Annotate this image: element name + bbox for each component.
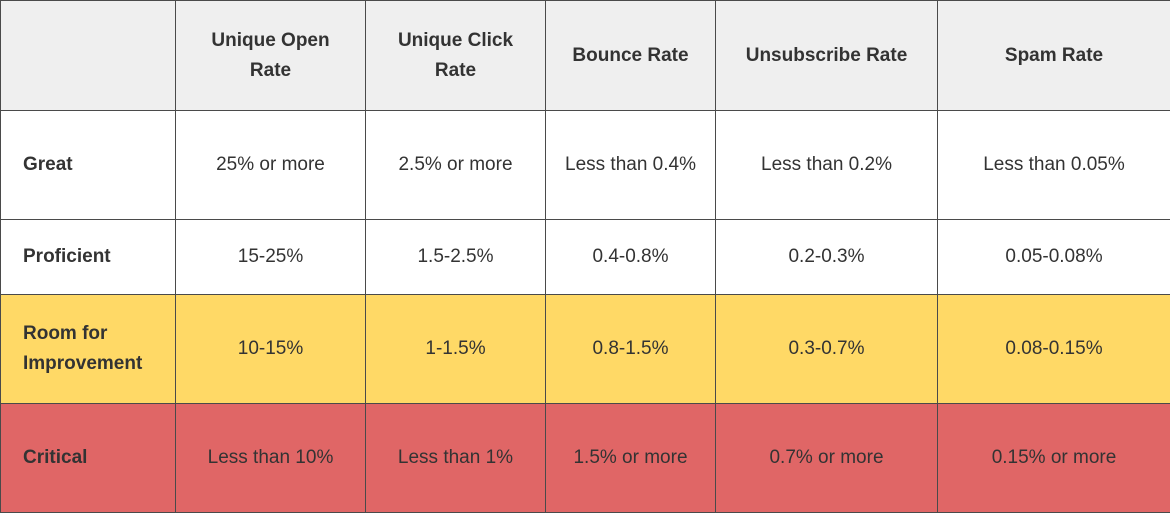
row-label-great: Great — [0, 110, 176, 220]
cell-room-bounce-rate: 0.8-1.5% — [545, 294, 716, 404]
cell-proficient-unsubscribe-rate: 0.2-0.3% — [715, 219, 938, 295]
cell-great-unique-click-rate: 2.5% or more — [365, 110, 546, 220]
header-bounce-rate: Bounce Rate — [545, 0, 716, 111]
cell-room-unique-open-rate: 10-15% — [175, 294, 366, 404]
table-row-room-for-improvement: Room for Improvement 10-15% 1-1.5% 0.8-1… — [0, 294, 1170, 404]
cell-great-unsubscribe-rate: Less than 0.2% — [715, 110, 938, 220]
table-row-critical: Critical Less than 10% Less than 1% 1.5%… — [0, 403, 1170, 513]
cell-critical-bounce-rate: 1.5% or more — [545, 403, 716, 513]
row-label-critical: Critical — [0, 403, 176, 513]
cell-proficient-bounce-rate: 0.4-0.8% — [545, 219, 716, 295]
cell-critical-spam-rate: 0.15% or more — [937, 403, 1170, 513]
header-unique-click-rate: Unique Click Rate — [365, 0, 546, 111]
cell-proficient-spam-rate: 0.05-0.08% — [937, 219, 1170, 295]
cell-room-spam-rate: 0.08-0.15% — [937, 294, 1170, 404]
cell-critical-unique-click-rate: Less than 1% — [365, 403, 546, 513]
row-label-room-for-improvement: Room for Improvement — [0, 294, 176, 404]
cell-great-spam-rate: Less than 0.05% — [937, 110, 1170, 220]
table-row-proficient: Proficient 15-25% 1.5-2.5% 0.4-0.8% 0.2-… — [0, 219, 1170, 295]
cell-great-bounce-rate: Less than 0.4% — [545, 110, 716, 220]
header-row: Unique Open Rate Unique Click Rate Bounc… — [0, 0, 1170, 111]
cell-great-unique-open-rate: 25% or more — [175, 110, 366, 220]
cell-room-unsubscribe-rate: 0.3-0.7% — [715, 294, 938, 404]
header-spam-rate: Spam Rate — [937, 0, 1170, 111]
table-row-great: Great 25% or more 2.5% or more Less than… — [0, 110, 1170, 220]
cell-critical-unique-open-rate: Less than 10% — [175, 403, 366, 513]
row-label-proficient: Proficient — [0, 219, 176, 295]
header-unique-open-rate: Unique Open Rate — [175, 0, 366, 111]
cell-proficient-unique-open-rate: 15-25% — [175, 219, 366, 295]
cell-proficient-unique-click-rate: 1.5-2.5% — [365, 219, 546, 295]
cell-critical-unsubscribe-rate: 0.7% or more — [715, 403, 938, 513]
cell-room-unique-click-rate: 1-1.5% — [365, 294, 546, 404]
header-unsubscribe-rate: Unsubscribe Rate — [715, 0, 938, 111]
header-corner — [0, 0, 176, 111]
